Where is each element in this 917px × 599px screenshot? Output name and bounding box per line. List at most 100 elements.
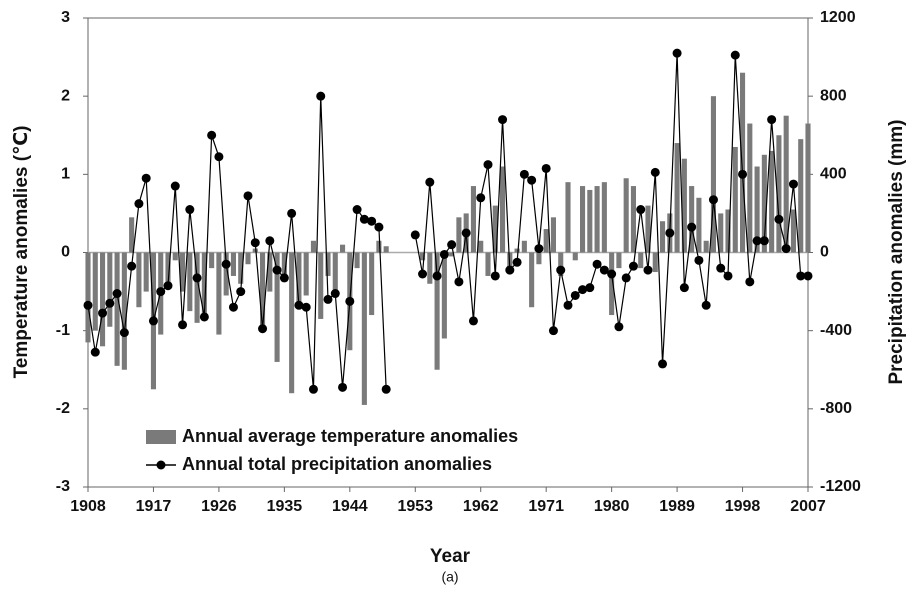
bar (500, 166, 506, 253)
marker (658, 359, 668, 369)
bar (456, 217, 462, 253)
bar (296, 252, 302, 304)
marker (279, 273, 289, 283)
marker (250, 238, 260, 248)
marker (98, 308, 108, 318)
marker (730, 50, 740, 60)
marker (258, 324, 268, 334)
bar (616, 252, 622, 269)
bar (340, 244, 346, 253)
x-tick-label: 1935 (267, 498, 303, 515)
y2-tick-label: 1200 (820, 9, 856, 26)
marker (425, 177, 435, 187)
x-tick-label: 1944 (332, 498, 368, 515)
marker (679, 283, 689, 293)
marker (556, 265, 566, 275)
marker (461, 228, 471, 238)
y-tick-label: 0 (61, 244, 70, 261)
marker (723, 271, 733, 281)
y-axis-title: Temperature anomalies (℃) (11, 126, 32, 379)
bar (420, 252, 426, 261)
bar (725, 209, 731, 253)
bar (165, 252, 171, 284)
bar (645, 205, 651, 253)
marker (294, 300, 304, 310)
y2-tick-label: 0 (820, 244, 829, 261)
marker (119, 328, 129, 338)
bar (136, 252, 142, 308)
bar (710, 96, 716, 253)
bar (194, 252, 200, 323)
marker (410, 230, 420, 240)
x-tick-label: 1908 (70, 498, 106, 515)
bar (325, 252, 331, 276)
marker (127, 261, 137, 271)
marker (359, 214, 369, 224)
marker (323, 294, 333, 304)
marker (156, 287, 166, 297)
x-tick-label: 2007 (790, 498, 826, 515)
bar (740, 72, 746, 253)
bar (514, 248, 520, 253)
marker (759, 236, 769, 246)
marker (228, 302, 238, 312)
bar (361, 252, 367, 405)
marker (148, 316, 158, 326)
marker (141, 173, 151, 183)
bar (281, 252, 287, 276)
y-tick-label: 2 (61, 87, 70, 104)
marker (708, 195, 718, 205)
bar (572, 252, 578, 261)
bar (129, 217, 135, 253)
marker (767, 115, 777, 125)
marker (578, 285, 588, 295)
bar (689, 186, 695, 253)
x-tick-label: 1962 (463, 498, 499, 515)
bar (238, 252, 244, 284)
y2-tick-label: -1200 (820, 478, 861, 495)
marker (330, 289, 340, 299)
bar (674, 143, 680, 253)
marker (287, 208, 297, 218)
bar (332, 252, 338, 292)
marker (483, 160, 493, 170)
marker (716, 263, 726, 273)
marker (498, 115, 508, 125)
bar (565, 182, 571, 253)
marker (781, 244, 791, 254)
marker (192, 273, 202, 283)
marker (454, 277, 464, 287)
marker (476, 193, 486, 203)
bar (121, 252, 127, 370)
y2-tick-label: -800 (820, 400, 852, 417)
marker (796, 271, 806, 281)
bar (310, 240, 316, 253)
bar (223, 252, 229, 296)
marker (185, 205, 195, 215)
bar (718, 213, 724, 253)
marker (621, 273, 631, 283)
marker (134, 199, 144, 209)
x-tick-label: 1971 (528, 498, 564, 515)
marker (534, 244, 544, 254)
bar (267, 252, 273, 292)
bar (529, 252, 535, 308)
bar (601, 182, 607, 253)
bar (245, 252, 251, 265)
y-tick-label: -2 (56, 400, 70, 417)
bar (630, 186, 636, 253)
bar (230, 252, 236, 276)
marker (214, 152, 224, 162)
bar (85, 252, 91, 343)
bar (449, 252, 455, 257)
marker (439, 249, 449, 259)
marker (505, 265, 515, 275)
bar (216, 252, 222, 335)
marker (374, 222, 384, 232)
bar (252, 248, 258, 253)
bar (107, 252, 113, 327)
legend-marker (156, 460, 166, 470)
bar (289, 252, 295, 394)
bar (434, 252, 440, 370)
marker (236, 287, 246, 297)
